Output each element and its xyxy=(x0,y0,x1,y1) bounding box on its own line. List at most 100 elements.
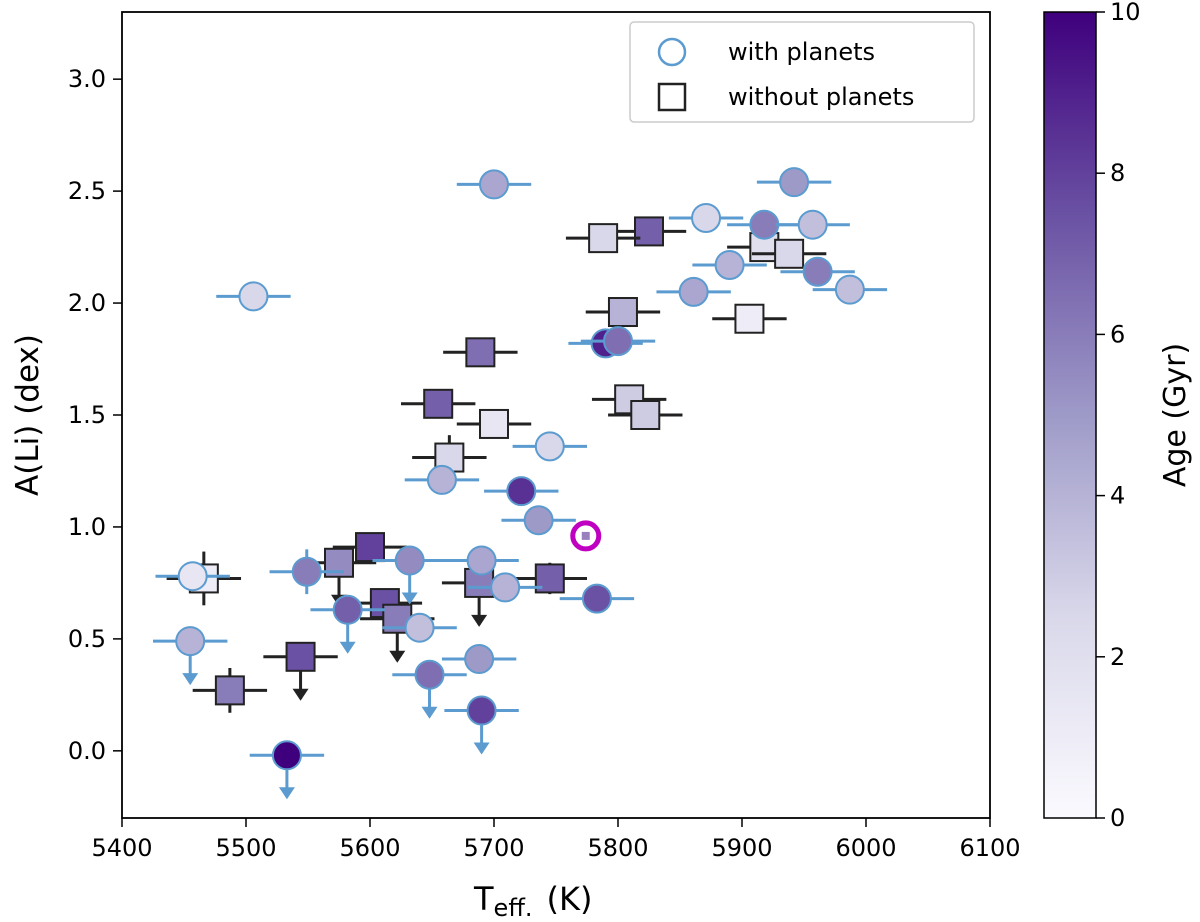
legend-label-without-planets: without planets xyxy=(728,83,914,111)
legend-frame xyxy=(629,21,975,123)
legend-label-with-planets: with planets xyxy=(728,38,875,66)
upper-limit-arrow xyxy=(278,787,295,800)
colorbar-tick-label: 0 xyxy=(1110,804,1125,832)
non-host-marker xyxy=(774,238,805,269)
non-host-point xyxy=(611,216,687,247)
non-host-point xyxy=(192,667,268,713)
planet-host-marker xyxy=(714,249,745,280)
planet-host-point xyxy=(780,256,855,287)
legend-circle-marker xyxy=(657,37,687,67)
planet-host-point xyxy=(310,594,385,654)
non-host-point xyxy=(565,223,641,254)
planet-host-marker xyxy=(175,626,206,657)
planet-host-point xyxy=(404,464,480,495)
non-host-point xyxy=(608,400,683,430)
non-host-point xyxy=(712,303,787,334)
planet-host-point xyxy=(668,202,744,233)
planet-host-marker xyxy=(464,644,495,675)
planet-host-point xyxy=(372,545,447,605)
planet-host-point xyxy=(580,326,656,357)
planet-host-point xyxy=(216,281,291,312)
planet-host-marker xyxy=(394,545,425,576)
upper-limit-arrow xyxy=(182,673,199,686)
planet-host-point xyxy=(812,274,888,305)
planet-host-marker xyxy=(466,695,497,726)
planet-host-marker xyxy=(490,572,521,603)
planet-host-marker xyxy=(404,612,435,643)
points-layer xyxy=(153,167,888,800)
x-tick-label: 5900 xyxy=(711,834,772,862)
non-host-point xyxy=(263,641,338,701)
planet-host-point xyxy=(441,644,517,675)
colorbar-ticks: 0 2 4 6 8 10 xyxy=(1096,0,1141,832)
planet-host-point xyxy=(484,476,559,507)
y-tick-label: 2.5 xyxy=(68,177,106,205)
highlighted-star xyxy=(570,520,602,552)
non-host-point xyxy=(585,297,661,328)
planet-host-marker xyxy=(749,209,780,240)
x-axis-label-unit: (K) xyxy=(546,880,592,918)
y-tick-label: 0.0 xyxy=(68,737,106,765)
planet-host-marker xyxy=(779,167,810,198)
planet-host-point xyxy=(656,276,731,307)
colorbar-tick-label: 2 xyxy=(1110,643,1125,671)
colorbar-tick-label: 6 xyxy=(1110,320,1125,348)
non-host-marker xyxy=(607,297,638,328)
planet-host-point xyxy=(382,612,457,643)
planet-host-marker xyxy=(603,326,633,357)
upper-limit-arrow xyxy=(389,650,406,663)
planet-host-point xyxy=(444,545,519,576)
planet-host-point xyxy=(249,740,325,800)
planet-host-marker xyxy=(523,505,554,536)
non-host-marker xyxy=(214,675,245,706)
y-tick-label: 1.5 xyxy=(68,401,106,429)
planet-host-marker xyxy=(177,561,208,592)
planet-host-marker xyxy=(802,256,833,287)
planet-host-marker xyxy=(834,274,865,305)
planet-host-marker xyxy=(238,281,269,312)
axes-layer: 5400 5500 5600 5700 5800 5900 6000 6100 0.0 0.5 1.… xyxy=(68,11,1021,862)
planet-host-point xyxy=(155,561,230,592)
x-tick-label: 5700 xyxy=(463,834,524,862)
plot-frame xyxy=(121,11,991,819)
planet-host-point xyxy=(501,505,576,536)
non-host-point xyxy=(401,388,476,419)
axis-labels: A(Li) (dex) Teff. (K) xyxy=(10,334,592,922)
y-tick-label: 1.0 xyxy=(68,513,106,541)
planet-host-point xyxy=(559,583,635,614)
x-axis-label-subscript: eff. xyxy=(494,894,533,922)
upper-limit-arrow xyxy=(471,614,488,627)
planet-host-point xyxy=(692,249,767,280)
x-axis-label: Teff. (K) xyxy=(473,880,592,922)
upper-limit-arrow xyxy=(292,688,309,701)
planet-host-marker xyxy=(797,209,828,240)
planet-host-marker xyxy=(534,431,565,462)
non-host-point xyxy=(751,238,827,269)
y-tick-label: 0.5 xyxy=(68,625,106,653)
legend: with planets without planets xyxy=(629,21,975,123)
non-host-marker xyxy=(479,408,509,439)
planet-host-point xyxy=(392,659,467,719)
non-host-point xyxy=(512,562,587,595)
non-host-marker xyxy=(634,216,664,247)
colorbar-gradient xyxy=(1043,11,1097,819)
planet-host-point xyxy=(456,169,532,200)
upper-limit-arrow xyxy=(401,592,418,605)
planet-host-marker xyxy=(678,276,709,307)
planet-host-point xyxy=(775,209,850,240)
planet-host-marker xyxy=(426,464,457,495)
non-host-point xyxy=(332,532,408,563)
planet-host-point xyxy=(444,695,519,755)
x-tick-label: 5800 xyxy=(587,834,648,862)
upper-limit-arrow xyxy=(339,641,356,654)
non-host-marker xyxy=(734,303,765,334)
non-host-marker xyxy=(355,532,385,563)
planet-host-marker xyxy=(691,202,722,233)
non-host-marker xyxy=(630,400,661,430)
colorbar-tick-label: 4 xyxy=(1110,482,1125,510)
planet-host-point xyxy=(153,626,228,686)
planet-host-point xyxy=(756,167,832,198)
non-host-point xyxy=(456,408,532,439)
x-tick-label: 6100 xyxy=(959,834,1020,862)
